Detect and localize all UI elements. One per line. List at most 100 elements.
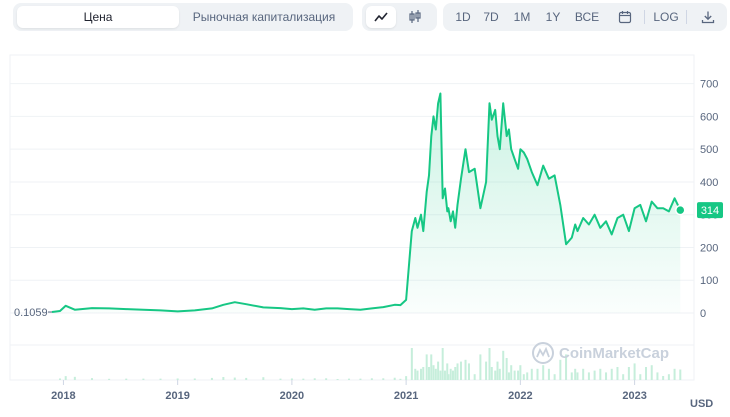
- volume-bar: [490, 367, 493, 380]
- volume-bar: [542, 365, 545, 380]
- volume-bar: [222, 377, 225, 380]
- volume-bar: [587, 372, 590, 380]
- x-tick-label: 2021: [394, 390, 418, 402]
- volume-bar: [456, 363, 459, 380]
- volume-bar: [488, 348, 491, 380]
- volume-bar: [656, 372, 659, 380]
- volume-bar: [599, 368, 602, 380]
- price-area: [52, 93, 681, 313]
- volume-bar: [459, 361, 462, 380]
- volume-bar: [451, 370, 454, 380]
- volume-bar: [290, 378, 293, 380]
- volume-bar: [449, 368, 452, 380]
- volume-bar: [547, 368, 550, 380]
- y-tick-label: 500: [700, 144, 718, 156]
- range-1d-button[interactable]: 1D: [455, 10, 471, 24]
- volume-bar: [496, 361, 499, 380]
- coinmarketcap-logo-icon: [532, 342, 554, 364]
- volume-bar: [553, 374, 556, 380]
- price-line: [51, 92, 682, 313]
- y-tick-label: 200: [700, 242, 718, 254]
- line-chart-button[interactable]: [366, 6, 396, 28]
- start-value-label: 0.1059: [14, 307, 48, 319]
- volume-bar: [313, 378, 316, 380]
- volume-bar: [414, 368, 417, 380]
- x-axis: 2018 2019 2020 2021 2022 2023: [51, 380, 647, 402]
- range-all-button[interactable]: ВСЕ: [574, 10, 600, 24]
- tab-price[interactable]: Цена: [17, 6, 179, 28]
- volume-bar: [522, 374, 525, 380]
- x-tick-label: 2019: [165, 390, 189, 402]
- volume-bar: [662, 376, 665, 380]
- volume-bar: [610, 368, 613, 380]
- volume-bar: [419, 368, 422, 380]
- y-tick-label: 700: [700, 79, 718, 91]
- log-scale-button[interactable]: LOG: [653, 10, 679, 24]
- date-picker-button[interactable]: [613, 6, 637, 28]
- volume-bar: [498, 368, 501, 380]
- volume-bar: [582, 368, 585, 380]
- volume-bar: [441, 348, 444, 380]
- volume-bar: [673, 368, 676, 380]
- volume-bar: [58, 378, 61, 380]
- volume-bar: [90, 378, 93, 380]
- candlestick-button[interactable]: [400, 6, 430, 28]
- x-tick-label: 2020: [280, 390, 304, 402]
- currency-label: USD: [690, 398, 713, 410]
- volume-bar: [593, 370, 596, 380]
- calendar-icon: [618, 11, 632, 24]
- volume-bar: [494, 370, 497, 380]
- volume-bar: [505, 358, 508, 380]
- volume-bar: [565, 354, 568, 380]
- volume-bar: [432, 365, 435, 380]
- chart-type-toggle: [362, 3, 437, 31]
- volume-bar: [576, 372, 579, 380]
- range-1m-button[interactable]: 1M: [513, 10, 531, 24]
- volume-bar: [513, 370, 516, 380]
- volume-bar: [382, 378, 385, 380]
- plot-frame: [9, 54, 695, 381]
- current-value-label: 314: [701, 205, 719, 217]
- volume-bar: [650, 365, 653, 380]
- volume-bars: [58, 348, 682, 380]
- range-controls: 1D 7D 1M 1Y ВСЕ LOG: [443, 3, 727, 31]
- volume-bar: [422, 367, 425, 380]
- volume-bar: [443, 370, 446, 380]
- volume-bar: [517, 370, 520, 380]
- y-axis: 0100200300400500600700: [700, 79, 718, 320]
- volume-bar: [108, 378, 111, 380]
- volume-bar: [679, 369, 682, 380]
- volume-bar: [245, 377, 248, 380]
- tab-market-cap[interactable]: Рыночная капитализация: [192, 10, 336, 24]
- line-chart-icon: [374, 12, 388, 22]
- volume-bar: [210, 377, 213, 380]
- volume-bar: [473, 374, 476, 380]
- metric-tabs: Цена Рыночная капитализация: [13, 3, 353, 31]
- y-tick-label: 100: [700, 275, 718, 287]
- volume-bar: [437, 361, 440, 380]
- volume-bar: [434, 368, 437, 380]
- volume-bar: [479, 354, 482, 380]
- divider: [686, 10, 687, 24]
- volume-bar: [336, 379, 339, 380]
- volume-bar: [348, 378, 351, 380]
- volume-bar: [645, 367, 648, 380]
- volume-bar: [405, 376, 408, 380]
- volume-bar: [464, 359, 467, 380]
- volume-bar: [73, 376, 76, 380]
- volume-bar: [430, 354, 433, 380]
- volume-bar: [447, 374, 450, 380]
- volume-bar: [125, 378, 128, 380]
- volume-bar: [399, 378, 402, 380]
- volume-bar: [446, 363, 449, 380]
- volume-bar: [262, 377, 265, 380]
- volume-bar: [639, 374, 642, 380]
- range-7d-button[interactable]: 7D: [483, 10, 499, 24]
- volume-bar: [605, 372, 608, 380]
- volume-bar: [193, 378, 196, 380]
- volume-bar: [64, 376, 67, 380]
- volume-bar: [176, 378, 179, 380]
- download-button[interactable]: [696, 6, 720, 28]
- range-1y-button[interactable]: 1Y: [545, 10, 561, 24]
